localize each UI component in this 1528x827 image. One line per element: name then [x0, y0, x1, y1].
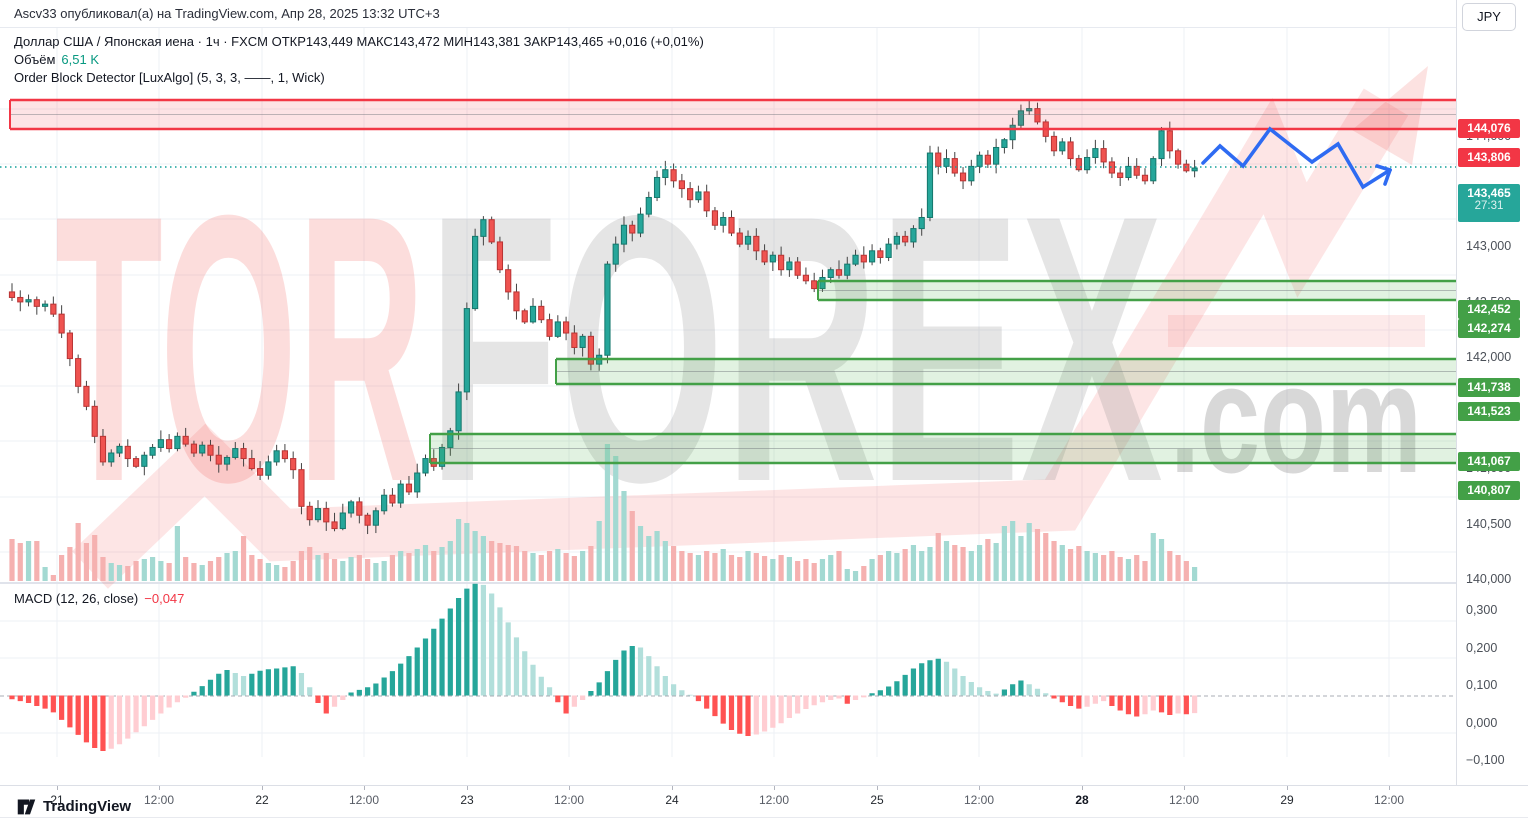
time-axis-tick	[364, 786, 365, 790]
volume-value: 6,51 K	[61, 52, 100, 67]
volume-legend-row[interactable]: Объём 6,51 K	[14, 51, 704, 69]
watermark: TOR FOREX .com	[55, 66, 1428, 589]
watermark-arrowhead	[1352, 66, 1428, 165]
price-axis-label: 142,000	[1466, 350, 1512, 364]
projection-arrow	[1201, 126, 1392, 190]
time-axis-label: 21	[50, 793, 64, 807]
indicator-legend-row[interactable]: Order Block Detector [LuxAlgo] (5, 3, 3,…	[14, 69, 704, 87]
price-axis-label: 0,000	[1466, 716, 1498, 730]
grid-layer	[0, 28, 1456, 757]
symbol-ohlc-text: Доллар США / Японская иена · 1ч · FXCM О…	[14, 34, 704, 49]
time-axis-tick	[1184, 786, 1185, 790]
tradingview-logo-text: TradingView	[43, 798, 132, 815]
time-axis-label: 24	[665, 793, 679, 807]
macd-title: MACD (12, 26, close)	[14, 591, 139, 606]
price-tag-green: 141,067	[1458, 451, 1520, 471]
price-tag-teal: 143,465 27:31	[1458, 184, 1520, 222]
chart-area[interactable]: TOR FOREX .com Доллар США / Японская иена …	[0, 28, 1456, 790]
indicator-title: Order Block Detector [LuxAlgo] (5, 3, 3,…	[14, 70, 325, 85]
time-axis-tick	[979, 786, 980, 790]
time-axis-label: 12:00	[1168, 793, 1200, 807]
price-tag-green: 142,274	[1458, 318, 1520, 338]
volume-layer	[9, 444, 1198, 581]
time-axis-tick	[467, 786, 468, 790]
time-axis-tick	[1287, 786, 1288, 790]
price-axis-label: 140,000	[1466, 572, 1512, 586]
time-axis-label: 12:00	[348, 793, 380, 807]
price-axis[interactable]: JPY 144,000143,500143,000142,500142,0001…	[1456, 0, 1528, 790]
time-axis-label: 22	[255, 793, 269, 807]
time-axis-label: 12:00	[553, 793, 585, 807]
chart-canvas[interactable]: TOR FOREX .com	[0, 28, 1456, 790]
publish-header: Ascv33 опубликовал(а) на TradingView.com…	[0, 0, 1528, 28]
price-tag-green: 142,452	[1458, 299, 1520, 319]
order-block-bearish	[10, 100, 1456, 129]
watermark-tor: TOR	[55, 136, 425, 561]
symbol-legend-row[interactable]: Доллар США / Японская иена · 1ч · FXCM О…	[14, 33, 704, 51]
order-blocks-layer	[9, 98, 1456, 465]
price-tag-green: 141,738	[1458, 377, 1520, 397]
tradingview-logo-icon	[17, 799, 36, 815]
price-axis-label: 143,000	[1466, 239, 1512, 253]
order-block-bullish	[556, 359, 1456, 384]
time-axis-tick	[1389, 786, 1390, 790]
time-axis-label: 29	[1280, 793, 1294, 807]
price-axis-label: 140,500	[1466, 517, 1512, 531]
macd-legend-row[interactable]: MACD (12, 26, close) −0,047	[14, 591, 184, 606]
macd-layer	[9, 583, 1198, 751]
price-axis-label: −0,100	[1466, 753, 1505, 767]
time-axis-tick	[159, 786, 160, 790]
currency-toggle-button[interactable]: JPY	[1462, 3, 1516, 31]
time-axis-tick	[569, 786, 570, 790]
tradingview-logo[interactable]: TradingView	[16, 796, 131, 817]
time-axis-tick	[672, 786, 673, 790]
order-block-bullish	[818, 281, 1456, 300]
current-price-value: 143,465	[1467, 186, 1511, 200]
price-axis-label: 0,200	[1466, 641, 1498, 655]
time-axis-label: 12:00	[143, 793, 175, 807]
macd-value: −0,047	[144, 591, 185, 606]
watermark-forex: FOREX	[428, 136, 1164, 561]
time-axis-tick	[877, 786, 878, 790]
time-axis-tick	[262, 786, 263, 790]
watermark-com: .com	[1170, 332, 1422, 505]
bar-countdown: 27:31	[1474, 200, 1504, 212]
time-axis-label: 12:00	[1373, 793, 1405, 807]
time-axis-label: 23	[460, 793, 474, 807]
time-axis-tick	[1082, 786, 1083, 790]
publish-text: Ascv33 опубликовал(а) на TradingView.com…	[14, 6, 440, 21]
order-block-bullish	[430, 434, 1456, 463]
time-axis-label: 12:00	[963, 793, 995, 807]
price-axis-label: 0,300	[1466, 603, 1498, 617]
volume-label: Объём	[14, 52, 56, 67]
candles-layer	[8, 100, 1198, 535]
time-axis-label: 28	[1075, 793, 1089, 807]
footer-bar: TradingView	[0, 798, 1528, 827]
price-tag-green: 141,523	[1458, 401, 1520, 421]
time-axis[interactable]: 21 12:00 22 12:00 23 12:00 24 12:00 25 12:00 28 12:…	[0, 785, 1528, 818]
chart-legend: Доллар США / Японская иена · 1ч · FXCM О…	[14, 33, 704, 87]
time-axis-label: 12:00	[758, 793, 790, 807]
price-tag-red: 143,806	[1458, 147, 1520, 167]
time-axis-tick	[57, 786, 58, 790]
time-axis-label: 25	[870, 793, 884, 807]
price-tag-red: 144,076	[1458, 118, 1520, 138]
price-tag-green: 140,807	[1458, 480, 1520, 500]
price-axis-label: 0,100	[1466, 678, 1498, 692]
time-axis-tick	[774, 786, 775, 790]
